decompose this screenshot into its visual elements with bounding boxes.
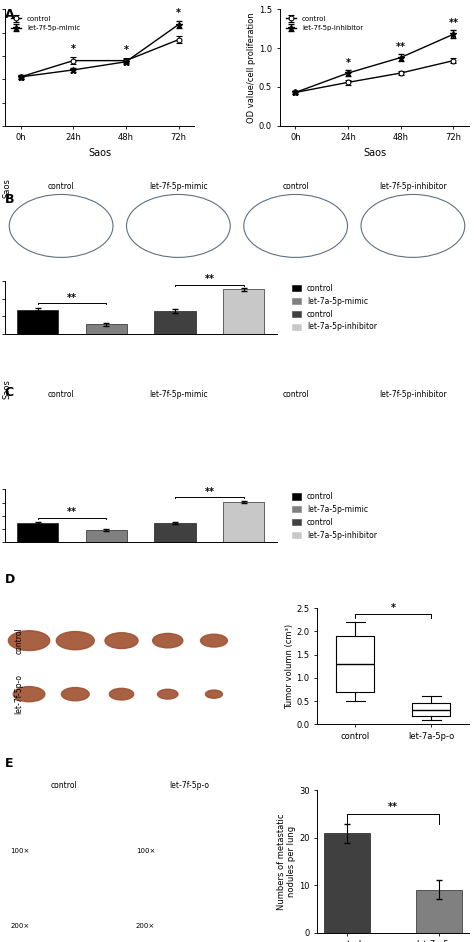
Title: let-7f-5p-o: let-7f-5p-o [169,781,209,789]
Text: 200×: 200× [10,923,30,929]
Bar [155,311,196,334]
Circle shape [157,690,178,699]
Y-axis label: Tumor volumn (cm³): Tumor volumn (cm³) [285,624,294,708]
Circle shape [109,689,134,700]
Text: D: D [5,573,15,586]
Text: *: * [71,43,76,54]
Title: control: control [50,781,77,789]
Text: E: E [5,757,13,771]
Title: control: control [282,390,309,399]
Bar [416,890,462,933]
Text: **: ** [388,802,398,812]
Text: *: * [176,8,181,18]
Text: control: control [15,627,24,654]
Circle shape [13,687,45,702]
Title: let-7f-5p-mimic: let-7f-5p-mimic [149,390,208,399]
Text: 200×: 200× [136,923,155,929]
Text: 100×: 100× [10,848,30,854]
Bar [17,310,58,334]
Circle shape [153,633,183,648]
Title: control: control [48,182,74,191]
Text: C: C [5,386,14,399]
Title: let-7f-5p-inhibitor: let-7f-5p-inhibitor [379,390,447,399]
Y-axis label: Numbers of metastatic
nodules per lung: Numbers of metastatic nodules per lung [277,813,296,910]
Title: control: control [48,390,74,399]
Text: 1cm: 1cm [22,714,37,720]
Text: Saos: Saos [2,178,11,199]
Bar [155,523,196,542]
Bar [223,502,264,542]
Text: **: ** [448,18,458,28]
Text: Saos: Saos [2,379,11,399]
Circle shape [62,688,89,701]
Text: **: ** [204,487,214,497]
Text: 100×: 100× [136,848,155,854]
Title: control: control [282,182,309,191]
Legend: control, let-7f-5p-inhibitor: control, let-7f-5p-inhibitor [283,13,366,34]
Legend: control, let-7a-5p-mimic, control, let-7a-5p-inhibitor: control, let-7a-5p-mimic, control, let-7… [292,284,377,332]
X-axis label: Saos: Saos [363,148,386,158]
Bar [324,833,370,933]
Bar [86,324,127,334]
Text: **: ** [67,508,77,517]
Text: let-7f-5p-o: let-7f-5p-o [15,674,24,714]
Text: A: A [5,8,14,21]
Circle shape [205,690,222,698]
Circle shape [9,631,50,651]
Title: let-7f-5p-inhibitor: let-7f-5p-inhibitor [379,182,447,191]
Circle shape [105,633,138,648]
Circle shape [201,634,228,647]
Text: *: * [123,45,128,55]
Y-axis label: OD value/cell proliferation: OD value/cell proliferation [247,12,256,122]
Text: B: B [5,193,14,206]
Legend: control, let-7a-5p-mimic, control, let-7a-5p-inhibitor: control, let-7a-5p-mimic, control, let-7… [292,492,377,540]
Legend: control, let-7f-5p-mimic: control, let-7f-5p-mimic [8,13,83,34]
Text: *: * [346,57,351,68]
Circle shape [56,631,94,650]
Text: **: ** [67,293,77,302]
Bar [223,289,264,334]
X-axis label: Saos: Saos [88,148,111,158]
Title: let-7f-5p-mimic: let-7f-5p-mimic [149,182,208,191]
Text: **: ** [396,42,406,52]
Text: *: * [391,603,396,613]
Bar [17,523,58,542]
Bar [86,530,127,542]
Text: **: ** [204,274,214,284]
